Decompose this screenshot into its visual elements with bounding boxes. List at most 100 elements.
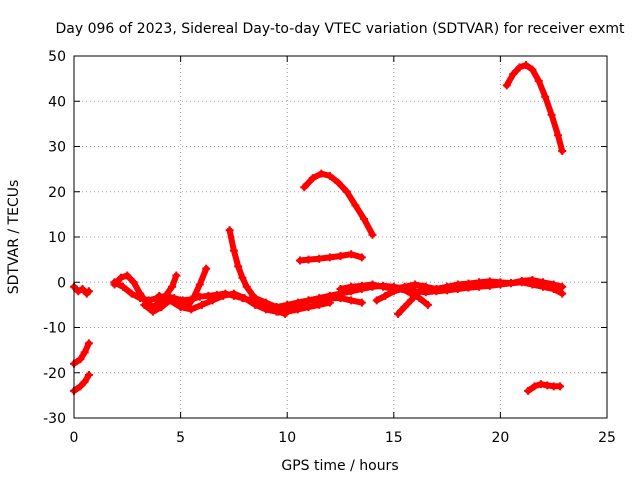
data-point bbox=[432, 285, 441, 294]
data-point bbox=[394, 309, 403, 318]
data-point bbox=[528, 275, 537, 284]
data-point bbox=[347, 296, 356, 305]
data-point bbox=[261, 298, 270, 307]
series-line bbox=[503, 62, 566, 154]
data-point bbox=[127, 289, 136, 298]
series-arc-9 bbox=[251, 294, 334, 316]
data-point bbox=[272, 303, 281, 312]
data-point bbox=[485, 277, 494, 286]
data-point bbox=[381, 291, 390, 300]
data-point bbox=[334, 178, 343, 187]
data-point bbox=[475, 278, 484, 287]
chart-title: Day 096 of 2023, Sidereal Day-to-day VTE… bbox=[56, 21, 626, 37]
data-point bbox=[464, 279, 473, 288]
series-arc-14 bbox=[394, 282, 428, 318]
data-point bbox=[398, 285, 407, 294]
data-point bbox=[76, 355, 85, 364]
x-tick-labels: 0 5 10 15 20 25 bbox=[70, 430, 616, 446]
data-point bbox=[229, 289, 238, 298]
data-point bbox=[304, 296, 313, 305]
data-point bbox=[325, 298, 334, 307]
series-arc-16 bbox=[524, 380, 565, 395]
data-point bbox=[502, 81, 511, 90]
data-point bbox=[148, 307, 157, 316]
data-point bbox=[78, 285, 87, 294]
data-point bbox=[140, 300, 149, 309]
data-point bbox=[168, 282, 177, 291]
data-point bbox=[208, 296, 217, 305]
y-tick-label: 50 bbox=[48, 49, 66, 65]
data-point bbox=[204, 291, 213, 300]
data-point bbox=[187, 305, 196, 314]
data-point bbox=[400, 303, 409, 312]
data-point bbox=[419, 282, 428, 291]
axis-ticks bbox=[73, 55, 608, 419]
y-axis-label: SDTVAR / TECUs bbox=[6, 180, 22, 295]
data-point bbox=[413, 289, 422, 298]
data-point bbox=[411, 280, 420, 289]
data-point bbox=[351, 201, 360, 210]
data-point bbox=[423, 300, 432, 309]
data-point bbox=[195, 280, 204, 289]
series-line bbox=[337, 277, 566, 292]
series-arc-2 bbox=[70, 339, 93, 368]
data-point bbox=[509, 70, 518, 79]
data-point bbox=[157, 303, 166, 312]
data-point bbox=[521, 61, 530, 70]
data-point bbox=[406, 296, 415, 305]
x-tick-label: 15 bbox=[385, 430, 403, 446]
data-point bbox=[389, 287, 398, 296]
data-point bbox=[357, 281, 366, 290]
data-point bbox=[123, 271, 132, 280]
y-tick-label: -20 bbox=[43, 366, 66, 382]
data-point bbox=[530, 382, 539, 391]
data-point bbox=[119, 282, 128, 291]
data-point bbox=[308, 174, 317, 183]
data-point bbox=[176, 303, 185, 312]
data-point bbox=[357, 298, 366, 307]
y-tick-label: 10 bbox=[48, 230, 66, 246]
data-point bbox=[558, 282, 567, 291]
data-point bbox=[336, 294, 345, 303]
y-tick-label: 30 bbox=[48, 140, 66, 156]
data-point bbox=[553, 131, 562, 140]
x-tick-label: 5 bbox=[176, 430, 185, 446]
data-point bbox=[136, 294, 145, 303]
y-tick-label: -30 bbox=[43, 411, 66, 427]
data-point bbox=[283, 307, 292, 316]
data-point bbox=[524, 386, 533, 395]
data-point bbox=[144, 296, 153, 305]
data-point bbox=[189, 294, 198, 303]
series-arc-15 bbox=[502, 61, 567, 156]
series-arc-1 bbox=[70, 282, 93, 298]
data-point bbox=[116, 273, 125, 282]
data-point bbox=[172, 271, 181, 280]
series-arc-3 bbox=[70, 371, 93, 395]
data-point bbox=[155, 291, 164, 300]
y-tick-label: 40 bbox=[48, 94, 66, 110]
data-point bbox=[304, 303, 313, 312]
data-point bbox=[556, 382, 565, 391]
series-arc-7 bbox=[155, 289, 366, 316]
data-point bbox=[539, 278, 548, 287]
data-point bbox=[453, 280, 462, 289]
data-point bbox=[129, 278, 138, 287]
data-point bbox=[74, 287, 83, 296]
data-point bbox=[325, 253, 334, 262]
data-point bbox=[443, 282, 452, 291]
x-tick-label: 10 bbox=[278, 430, 296, 446]
data-point bbox=[336, 252, 345, 261]
data-point bbox=[315, 300, 324, 309]
data-point bbox=[536, 380, 545, 389]
data-point bbox=[541, 92, 550, 101]
data-point bbox=[359, 214, 368, 223]
plot-frame bbox=[73, 55, 608, 419]
data-point bbox=[379, 282, 388, 291]
data-point bbox=[517, 276, 526, 285]
data-point bbox=[293, 305, 302, 314]
data-point bbox=[229, 246, 238, 255]
data-point bbox=[234, 262, 243, 271]
data-point bbox=[315, 254, 324, 263]
data-point bbox=[84, 287, 93, 296]
